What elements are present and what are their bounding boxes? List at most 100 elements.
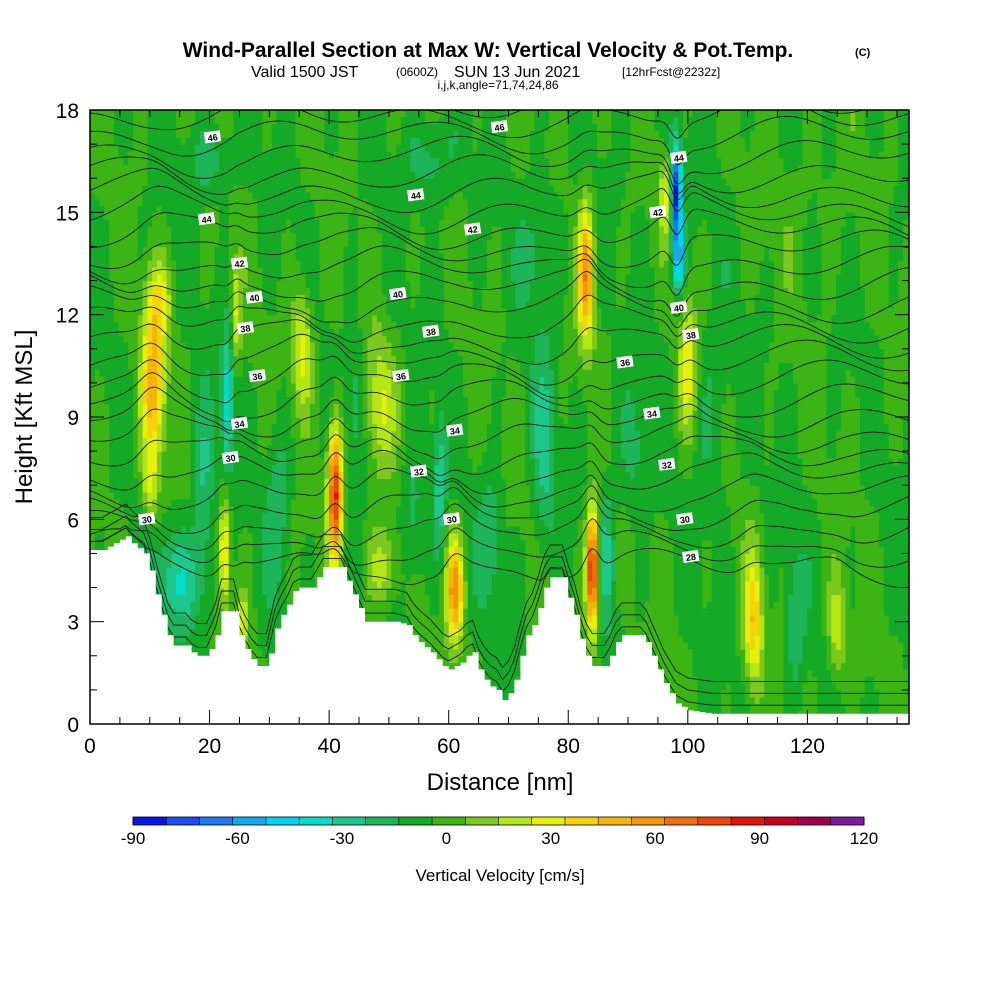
field-cell [171,430,177,439]
field-cell [214,512,220,520]
field-cell [176,389,182,398]
field-cell [128,164,134,172]
field-cell [281,553,287,561]
field-cell [180,546,187,555]
field-cell [309,396,316,404]
field-cell [271,648,278,657]
field-cell [247,355,254,364]
field-cell [324,164,330,172]
field-cell [147,294,153,302]
field-cell [166,546,172,555]
field-cell [262,157,268,166]
field-cell [190,314,196,323]
field-cell [99,185,105,193]
field-cell [90,471,96,479]
field-cell [252,485,258,493]
field-cell [338,164,345,172]
field-cell [247,260,254,268]
field-cell [266,130,273,138]
field-cell [228,580,235,589]
field-cell [333,280,340,288]
field-cell [180,294,187,302]
field-cell [142,225,148,234]
field-cell [281,150,287,159]
field-cell [200,635,206,643]
field-cell [94,260,101,268]
field-cell [109,457,115,466]
field-cell [348,307,354,316]
field-cell [171,144,177,152]
field-cell [324,232,330,241]
field-cell [147,348,153,357]
field-cell [247,301,254,309]
field-cell [152,512,158,520]
field-cell [195,341,201,350]
field-cell [319,246,325,254]
field-cell [152,171,158,179]
field-cell [142,396,148,404]
field-cell [309,410,316,418]
field-cell [99,471,105,479]
field-cell [137,123,144,132]
field-cell [195,266,201,275]
field-cell [228,185,235,193]
field-cell [319,376,325,384]
field-cell [133,150,139,159]
field-cell [176,253,182,261]
field-cell [223,410,230,418]
field-cell [290,205,297,213]
field-cell [266,205,273,213]
field-cell [338,287,345,295]
field-cell [123,403,129,411]
field-cell [343,110,349,118]
field-cell [214,157,220,166]
field-cell [281,212,287,220]
field-cell [314,341,321,350]
field-cell [171,341,177,350]
field-cell [128,266,134,275]
field-cell [319,116,325,125]
field-cell [176,246,182,254]
field-cell [190,410,196,418]
field-cell [180,116,187,125]
field-cell [314,171,321,179]
field-cell [281,601,287,609]
field-cell [190,492,196,500]
field-cell [238,205,244,213]
field-cell [300,219,306,227]
field-cell [190,376,196,384]
field-cell [305,225,311,234]
field-cell [281,198,287,207]
field-cell [99,417,105,425]
field-cell [156,185,163,193]
field-cell [333,171,340,179]
field-cell [204,116,211,125]
field-cell [142,246,148,254]
field-cell [128,369,134,377]
field-cell [147,471,153,479]
field-cell [118,225,125,234]
field-cell [257,437,263,445]
field-cell [113,417,120,425]
field-cell [176,410,182,418]
field-cell [99,444,105,452]
field-cell [257,307,263,316]
field-cell [219,457,225,466]
field-cell [223,301,230,309]
field-cell [94,512,101,520]
field-cell [128,376,134,384]
field-cell [329,376,335,384]
field-cell [204,519,211,527]
field-cell [233,430,239,439]
field-cell [238,553,244,561]
field-cell [204,457,211,466]
field-cell [276,471,282,479]
field-cell [113,498,120,507]
field-cell [286,123,292,132]
field-cell [252,492,258,500]
field-cell [295,526,302,534]
field-cell [290,519,297,527]
field-cell [266,560,273,568]
field-cell [109,157,115,166]
field-cell [190,205,196,213]
